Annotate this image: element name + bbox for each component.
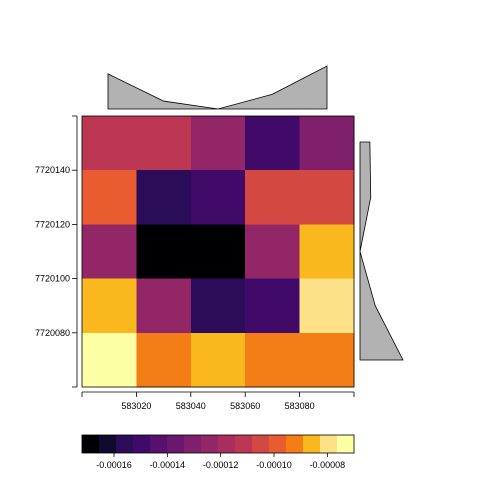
colorbar-swatch [99,435,117,453]
y-tick-label: 7720120 [35,219,70,229]
y-tick-label: 7720100 [35,274,70,284]
heatmap-cell [136,116,192,171]
x-tick-label: 583040 [176,401,206,411]
heatmap-cell [136,332,192,388]
heatmap-cell [136,170,192,225]
heatmap-cell [245,224,301,280]
heatmap-cell [82,116,137,171]
heatmap-cell [299,116,355,171]
colorbar-swatch [201,435,219,453]
colorbar-swatch [116,435,134,453]
heatmap-cell [299,224,355,280]
colorbar-swatch [320,435,338,453]
colorbar-tick-label: -0.00010 [256,460,292,470]
heatmap-cell [136,278,192,334]
colorbar-swatch [133,435,151,453]
colorbar-tick-label: -0.00008 [310,460,346,470]
heatmap-cell [190,278,246,334]
heatmap-cell [190,170,246,225]
heatmap-cell [136,224,192,280]
colorbar-tick-label: -0.00016 [96,460,132,470]
heatmap-cell [245,278,301,334]
x-tick-label: 583020 [121,401,151,411]
right-marginal-profile [359,141,404,361]
colorbar-swatch [150,435,168,453]
heatmap-cell [245,170,301,225]
heatmap-cell [299,278,355,334]
heatmap-cell [190,332,246,388]
heatmap-cell [245,332,301,388]
y-tick-label: 7720140 [35,165,70,175]
heatmap-cell [82,224,137,280]
top-marginal-profile [107,65,328,110]
heatmap-cell [190,224,246,280]
colorbar-swatch [286,435,304,453]
colorbar-swatch [337,435,355,453]
colorbar-swatch [82,435,100,453]
colorbar-swatch [218,435,236,453]
heatmap-cell [82,332,137,388]
colorbar-swatch [235,435,253,453]
heatmap-cell [82,170,137,225]
x-tick-label: 583060 [230,401,260,411]
colorbar-tick-label: -0.00014 [150,460,186,470]
colorbar-frame [81,434,355,454]
heatmap-cell [299,170,355,225]
colorbar-swatch [184,435,202,453]
y-tick-label: 7720080 [35,328,70,338]
heatmap-cell [82,278,137,334]
colorbar-swatch [303,435,321,453]
colorbar-swatch [252,435,270,453]
heatmap-cell [299,332,355,388]
colorbar-swatch [269,435,287,453]
x-tick-label: 583080 [285,401,315,411]
colorbar-tick-label: -0.00012 [203,460,239,470]
heatmap-cell [245,116,301,171]
colorbar-swatch [167,435,185,453]
heatmap-cell [190,116,246,171]
plot-frame [81,115,355,388]
